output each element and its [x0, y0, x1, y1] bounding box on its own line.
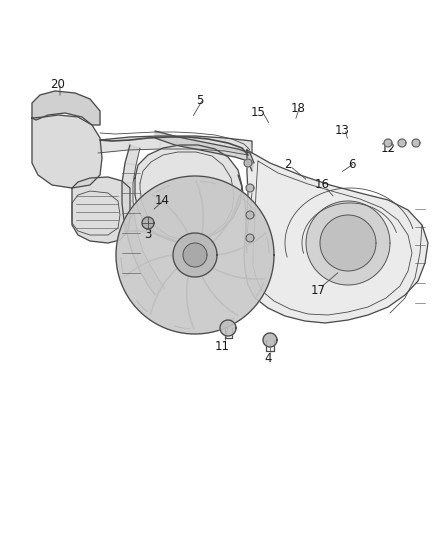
- Polygon shape: [246, 211, 254, 219]
- Polygon shape: [244, 159, 252, 167]
- Polygon shape: [263, 333, 277, 347]
- Polygon shape: [306, 201, 390, 285]
- Polygon shape: [384, 139, 392, 147]
- Text: 3: 3: [144, 229, 152, 241]
- Polygon shape: [72, 177, 130, 243]
- Text: 2: 2: [284, 157, 292, 171]
- Polygon shape: [98, 137, 130, 153]
- Text: 14: 14: [155, 195, 170, 207]
- Polygon shape: [116, 176, 274, 334]
- Polygon shape: [412, 139, 420, 147]
- Polygon shape: [32, 91, 100, 125]
- Polygon shape: [32, 115, 102, 188]
- Polygon shape: [205, 143, 238, 157]
- Polygon shape: [140, 265, 158, 285]
- Text: 5: 5: [196, 94, 204, 108]
- Polygon shape: [246, 234, 254, 242]
- Polygon shape: [122, 183, 133, 203]
- Text: 12: 12: [381, 141, 396, 155]
- Polygon shape: [175, 137, 208, 151]
- Text: 15: 15: [251, 107, 265, 119]
- Polygon shape: [142, 217, 154, 229]
- Polygon shape: [160, 136, 195, 149]
- Polygon shape: [183, 243, 207, 267]
- Polygon shape: [248, 153, 254, 171]
- Polygon shape: [155, 131, 178, 145]
- Text: 6: 6: [348, 158, 356, 172]
- Text: 11: 11: [215, 341, 230, 353]
- Polygon shape: [320, 215, 376, 271]
- Text: 18: 18: [290, 101, 305, 115]
- Text: 4: 4: [264, 351, 272, 365]
- Polygon shape: [398, 139, 406, 147]
- Polygon shape: [122, 163, 136, 183]
- Polygon shape: [128, 235, 143, 255]
- Polygon shape: [133, 251, 150, 271]
- Text: 16: 16: [314, 179, 329, 191]
- Polygon shape: [220, 320, 236, 336]
- Text: 20: 20: [50, 78, 65, 92]
- Polygon shape: [225, 138, 252, 155]
- Polygon shape: [122, 201, 135, 221]
- Polygon shape: [124, 219, 138, 238]
- Polygon shape: [135, 145, 242, 243]
- Polygon shape: [235, 149, 250, 161]
- Polygon shape: [173, 233, 217, 277]
- Text: 17: 17: [311, 285, 325, 297]
- Polygon shape: [125, 145, 140, 165]
- Text: 13: 13: [335, 125, 350, 138]
- Polygon shape: [128, 136, 160, 150]
- Polygon shape: [246, 184, 254, 192]
- Polygon shape: [195, 136, 225, 151]
- Polygon shape: [148, 278, 165, 295]
- Polygon shape: [244, 150, 428, 323]
